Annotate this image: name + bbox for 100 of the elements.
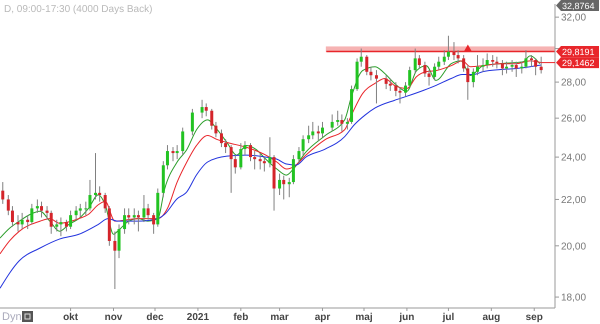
candlestick	[230, 144, 233, 194]
y-tick-label: 26,00	[561, 114, 586, 125]
candlestick	[282, 175, 286, 200]
candlestick	[20, 212, 24, 230]
candlestick	[146, 203, 150, 220]
candlestick	[204, 102, 208, 117]
x-tick-label: dec	[146, 312, 164, 323]
candlestick	[437, 56, 440, 71]
y-tick-label: 24,00	[561, 152, 586, 164]
candlestick	[142, 194, 146, 223]
x-tick-label: apr	[314, 312, 330, 323]
candlestick	[442, 50, 446, 66]
y-tick-label: 18,00	[561, 292, 586, 304]
x-tick-label: maj	[355, 312, 373, 323]
candlestick	[433, 62, 436, 81]
candlestick	[1, 182, 4, 204]
x-tick-label: jun	[398, 312, 414, 323]
candlestick	[374, 70, 378, 104]
candlestick	[253, 150, 256, 170]
candlestick	[127, 208, 130, 225]
candlestick	[414, 48, 417, 74]
candlestick	[136, 210, 140, 232]
candlestick	[302, 134, 305, 156]
y-tick-label: 20,00	[561, 241, 586, 252]
candlestick	[30, 203, 34, 225]
candlestick	[181, 127, 184, 156]
candlestick	[292, 154, 295, 185]
candlestick	[243, 140, 246, 156]
candlestick	[476, 54, 479, 76]
candlestick	[491, 54, 494, 68]
candlestick	[50, 210, 53, 234]
candlestick	[10, 206, 14, 228]
candlestick	[69, 210, 72, 230]
candlestick	[486, 52, 489, 69]
x-tick-label: jul	[442, 312, 454, 323]
candlestick	[360, 48, 363, 68]
candlestick	[365, 54, 368, 76]
candlestick	[540, 56, 543, 74]
candlestick	[234, 154, 237, 174]
candlestick	[113, 230, 116, 290]
candlestick	[482, 58, 485, 72]
candlestick	[152, 212, 156, 234]
candlestick	[132, 208, 136, 225]
candlestick	[214, 121, 218, 138]
candlestick	[336, 110, 340, 126]
candlestick	[446, 35, 450, 61]
candlestick	[224, 138, 228, 154]
candlestick	[495, 56, 498, 69]
y-tick-label: 28,00	[561, 78, 586, 89]
annotation: 29,1462	[562, 58, 595, 68]
candlestick	[123, 208, 126, 234]
candlestick	[316, 125, 320, 142]
candlestick	[404, 82, 408, 97]
candlestick	[176, 144, 179, 160]
text: Dyn	[2, 311, 22, 323]
candlestick	[423, 61, 426, 78]
line-series	[0, 64, 542, 289]
candlestick	[46, 206, 49, 220]
candlestick	[510, 60, 514, 72]
candlestick	[311, 121, 314, 140]
candlestick	[505, 61, 508, 74]
candlestick	[40, 201, 44, 218]
candlestick	[346, 118, 349, 130]
candlestick	[514, 61, 518, 78]
candlestick	[258, 152, 262, 170]
candlestick	[6, 194, 10, 216]
candlestick	[418, 54, 421, 69]
candlestick	[166, 144, 169, 170]
candlestick	[59, 216, 62, 237]
candlestick	[452, 42, 456, 61]
y-tick-label: 22,00	[561, 194, 586, 206]
candlestick	[84, 201, 88, 216]
candlestick	[394, 82, 398, 97]
candlestick	[288, 177, 291, 198]
candlestick	[190, 108, 194, 136]
candlestick	[500, 60, 504, 76]
candlestick	[118, 224, 121, 259]
candlestick	[466, 64, 470, 100]
candlestick	[428, 70, 431, 86]
candlestick	[94, 152, 97, 200]
candlestick	[408, 66, 412, 88]
x-tick-label: aug	[482, 312, 500, 323]
x-tick-label: 2021	[186, 312, 210, 323]
candlestick	[239, 142, 242, 170]
candlestick	[200, 99, 204, 119]
candlestick	[220, 129, 223, 148]
candlestick	[16, 214, 20, 232]
candlestick	[472, 68, 475, 88]
candlestick	[320, 121, 324, 138]
ref-line-label: 29,8191	[562, 46, 595, 57]
candlestick	[340, 114, 344, 132]
text: 32,8764	[562, 0, 595, 11]
y-tick-label: 32,00	[561, 12, 586, 24]
x-tick-label: feb	[233, 312, 248, 323]
x-tick-label: mar	[270, 312, 289, 323]
candlestick	[524, 50, 528, 69]
x-tick-label: nov	[104, 312, 123, 323]
candlestick	[74, 206, 78, 220]
candlestick	[297, 146, 300, 164]
candlestick	[534, 58, 538, 76]
